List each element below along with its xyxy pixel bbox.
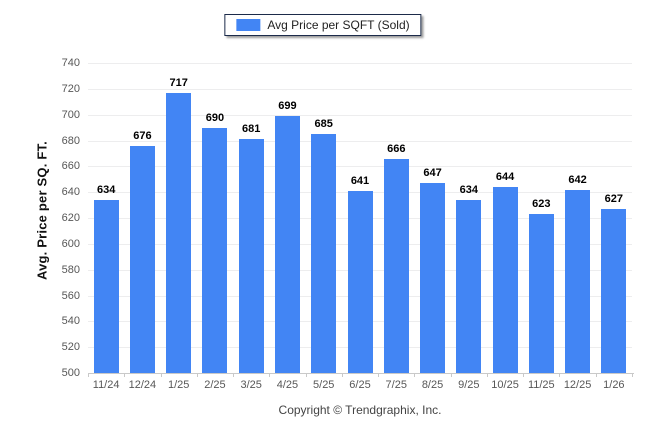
y-axis-title: Avg. Price per SQ. FT. — [34, 141, 50, 281]
bar-value-label: 644 — [495, 171, 515, 183]
y-axis-tick-label: 500 — [61, 367, 80, 379]
bar — [311, 134, 337, 373]
bar — [274, 115, 300, 373]
x-axis-tick-label: 7/25 — [385, 379, 407, 391]
bar-value-label: 685 — [314, 118, 333, 131]
x-axis-tick-label: 1/25 — [167, 379, 190, 391]
axis-tick-mark — [196, 373, 198, 377]
axis-tick-mark — [160, 373, 162, 377]
axis-tick-mark — [88, 373, 89, 377]
x-axis-tick-label: 10/25 — [491, 379, 519, 391]
bar-value-label: 623 — [532, 198, 551, 211]
y-axis-tick-label: 640 — [61, 186, 80, 199]
axis-tick-mark — [595, 373, 597, 377]
axis-tick-mark — [632, 373, 633, 377]
bar-value-label: 647 — [423, 167, 442, 180]
x-axis-tick-label: 11/25 — [527, 379, 555, 391]
bar-value-label: 681 — [242, 123, 261, 136]
axis-tick-mark — [233, 373, 235, 377]
x-axis-tick-label: 5/25 — [313, 379, 335, 391]
y-axis-tick-label: 600 — [61, 237, 80, 250]
bar — [601, 208, 627, 373]
y-axis-tick-label: 560 — [61, 289, 80, 302]
x-axis-tick-label: 11/24 — [92, 379, 120, 391]
legend-swatch-icon — [236, 19, 261, 31]
bar — [202, 127, 228, 373]
bar — [166, 92, 192, 373]
bar-value-label: 676 — [133, 129, 152, 142]
bar-value-label: 634 — [459, 183, 478, 196]
y-axis-tick-label: 540 — [61, 315, 80, 328]
gridline — [88, 88, 632, 90]
x-axis-tick-label: 12/24 — [128, 379, 157, 391]
bar — [528, 214, 554, 373]
x-axis-line — [88, 373, 634, 374]
gridline — [88, 140, 632, 142]
legend: Avg Price per SQFT (Sold) — [224, 14, 422, 36]
x-axis-tick-label: 1/26 — [603, 379, 625, 391]
axis-tick-mark — [341, 373, 343, 377]
y-axis-tick-label: 700 — [61, 108, 80, 121]
axis-tick-mark — [559, 373, 561, 377]
copyright-text: Copyright © Trendgraphix, Inc. — [278, 403, 442, 417]
bar-value-label: 641 — [350, 174, 370, 187]
y-axis-tick-label: 660 — [61, 160, 80, 173]
bar-value-label: 717 — [169, 76, 188, 89]
y-axis-tick-label: 580 — [61, 263, 80, 276]
bar-value-label: 627 — [604, 192, 624, 205]
axis-tick-mark — [450, 373, 452, 377]
bar — [347, 190, 373, 373]
y-axis-tick-label: 620 — [61, 212, 80, 224]
bar — [492, 187, 518, 373]
axis-tick-mark — [378, 373, 380, 377]
axis-tick-mark — [414, 373, 416, 377]
axis-tick-mark — [305, 373, 307, 377]
x-axis-tick-label: 4/25 — [276, 379, 299, 391]
bar — [383, 158, 409, 373]
y-axis-tick-label: 740 — [61, 57, 80, 69]
bar-value-label: 666 — [387, 142, 406, 155]
gridline — [88, 63, 632, 64]
y-axis-tick-label: 680 — [61, 134, 80, 147]
bar — [129, 145, 155, 373]
gridline — [88, 114, 632, 116]
bar — [420, 183, 446, 373]
axis-tick-mark — [486, 373, 488, 377]
bar-value-label: 634 — [96, 183, 116, 196]
bar — [93, 199, 119, 373]
bar-value-label: 642 — [568, 173, 587, 186]
x-axis-tick-label: 9/25 — [458, 379, 480, 391]
bar-value-label: 690 — [205, 111, 225, 124]
x-axis-tick-label: 8/25 — [421, 379, 444, 391]
legend-label: Avg Price per SQFT (Sold) — [267, 18, 410, 32]
x-axis-tick-label: 2/25 — [204, 379, 226, 391]
bar — [238, 139, 264, 373]
axis-tick-mark — [523, 373, 525, 377]
y-axis-tick-label: 520 — [61, 341, 80, 354]
x-axis-tick-label: 12/25 — [563, 379, 592, 391]
axis-tick-mark — [124, 373, 126, 377]
bar — [456, 199, 482, 373]
x-axis-tick-label: 3/25 — [240, 379, 262, 391]
x-axis-tick-label: 6/25 — [349, 379, 371, 391]
gridline — [88, 166, 632, 168]
axis-tick-mark — [269, 373, 271, 377]
y-axis-tick-label: 720 — [61, 82, 80, 95]
bar — [565, 189, 591, 373]
bar-value-label: 699 — [278, 99, 297, 112]
